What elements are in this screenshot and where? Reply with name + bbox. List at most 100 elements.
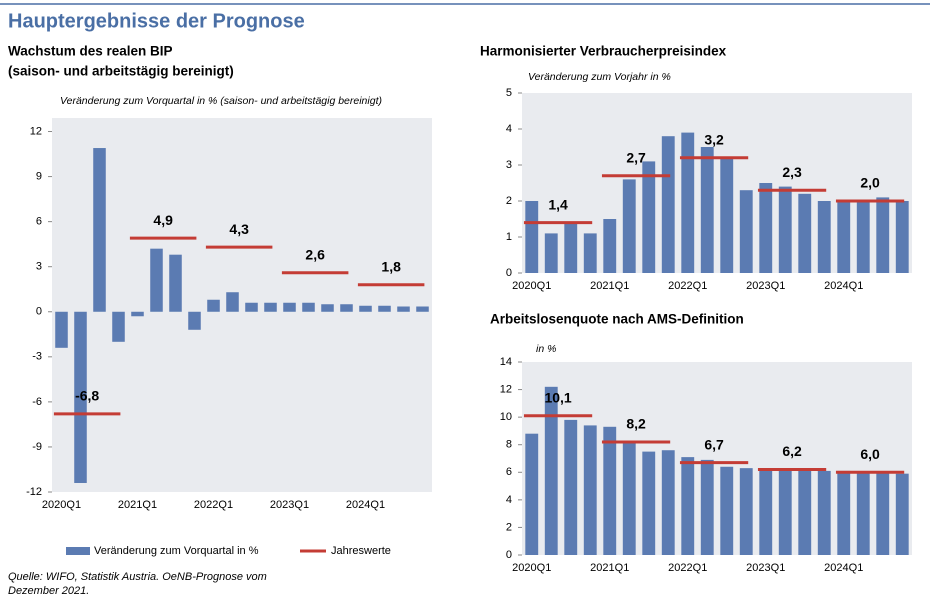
y-tick-label: 9 (36, 170, 42, 182)
bar (817, 470, 831, 555)
x-tick-label: 2022Q1 (194, 499, 233, 511)
y-tick-label: 2 (506, 521, 512, 533)
bar (798, 193, 812, 273)
bar (778, 186, 792, 273)
bar (264, 302, 277, 312)
x-tick-label: 2020Q1 (512, 562, 551, 574)
bar (283, 302, 296, 312)
x-tick-label: 2024Q1 (824, 280, 863, 292)
chart-title: Arbeitslosenquote nach AMS-Definition (490, 312, 744, 327)
bar (93, 148, 106, 312)
bar (642, 161, 656, 273)
x-tick-label: 2023Q1 (746, 562, 785, 574)
x-tick-label: 2021Q1 (590, 280, 629, 292)
bar (759, 183, 773, 273)
annual-label: 3,2 (704, 132, 724, 148)
annual-label: 1,8 (381, 258, 401, 274)
bar (378, 305, 391, 312)
bar (622, 179, 636, 273)
bar (544, 233, 558, 273)
bar (856, 472, 870, 555)
plot-area (522, 362, 912, 555)
y-tick-label: 0 (36, 306, 42, 318)
y-tick-label: 1 (506, 231, 512, 243)
bar (759, 469, 773, 555)
x-tick-label: 2020Q1 (512, 280, 551, 292)
bar (359, 305, 372, 312)
bar (74, 311, 87, 483)
bar (150, 248, 163, 312)
bar (583, 425, 597, 555)
annual-label: 1,4 (548, 196, 568, 212)
bar (397, 306, 410, 312)
y-tick-label: 8 (506, 439, 512, 451)
y-tick-label: 2 (506, 195, 512, 207)
y-tick-label: 0 (506, 267, 512, 279)
bar (661, 136, 675, 273)
bar (340, 304, 353, 312)
x-tick-label: 2024Q1 (346, 499, 385, 511)
y-tick-label: -9 (32, 441, 42, 453)
y-tick-label: 4 (506, 494, 512, 506)
annual-label: 2,3 (782, 164, 802, 180)
x-tick-label: 2020Q1 (42, 499, 81, 511)
bar (302, 302, 315, 312)
y-tick-label: 14 (500, 356, 512, 368)
annual-label: 8,2 (626, 416, 646, 432)
y-tick-label: 5 (506, 87, 512, 99)
bar (544, 386, 558, 555)
plot-area (522, 93, 912, 273)
y-tick-label: -3 (32, 351, 42, 363)
source: Dezember 2021. (8, 585, 89, 597)
bar (700, 147, 714, 273)
bar (895, 201, 909, 273)
chart-subtitle: Veränderung zum Vorquartal in % (saison-… (60, 95, 382, 107)
source: Quelle: WIFO, Statistik Austria. OeNB-Pr… (8, 571, 267, 583)
y-tick-label: 6 (36, 216, 42, 228)
bar (525, 201, 539, 273)
annual-label: 6,0 (860, 446, 880, 462)
bar (661, 450, 675, 555)
annual-label: 2,7 (626, 150, 646, 166)
bar (720, 466, 734, 555)
bar (321, 304, 334, 312)
annual-label: 4,3 (229, 221, 249, 237)
plot-area (52, 118, 432, 492)
bar (603, 426, 617, 555)
bar (778, 469, 792, 555)
bar (226, 292, 239, 312)
bar (876, 197, 890, 273)
annual-label: 10,1 (544, 389, 571, 405)
y-tick-label: 12 (500, 383, 512, 395)
bar (837, 470, 851, 555)
x-tick-label: 2023Q1 (270, 499, 309, 511)
y-tick-label: 6 (506, 466, 512, 478)
bar (642, 451, 656, 555)
annual-label: 2,0 (860, 175, 880, 191)
x-tick-label: 2021Q1 (590, 562, 629, 574)
bar (207, 299, 220, 312)
bar (876, 472, 890, 555)
chart-title: (saison- und arbeitstägig bereinigt) (8, 64, 234, 79)
legend-label: Veränderung zum Vorquartal in % (94, 545, 259, 557)
y-tick-label: 12 (30, 125, 42, 137)
annual-label: 6,7 (704, 436, 724, 452)
bar (603, 219, 617, 273)
bar (895, 473, 909, 555)
bar (622, 441, 636, 555)
bar (188, 311, 201, 330)
chart-title: Harmonisierter Verbraucherpreisindex (480, 44, 727, 59)
y-tick-label: -12 (26, 486, 42, 498)
bar (416, 306, 429, 312)
bar (837, 201, 851, 273)
y-tick-label: 3 (36, 261, 42, 273)
bar (856, 201, 870, 273)
bar (739, 468, 753, 555)
bar (720, 157, 734, 273)
x-tick-label: 2022Q1 (668, 562, 707, 574)
bar (525, 433, 539, 555)
annual-label: 6,2 (782, 443, 802, 459)
chart-subtitle: Veränderung zum Vorjahr in % (528, 71, 671, 83)
annual-label: 4,9 (153, 212, 173, 228)
